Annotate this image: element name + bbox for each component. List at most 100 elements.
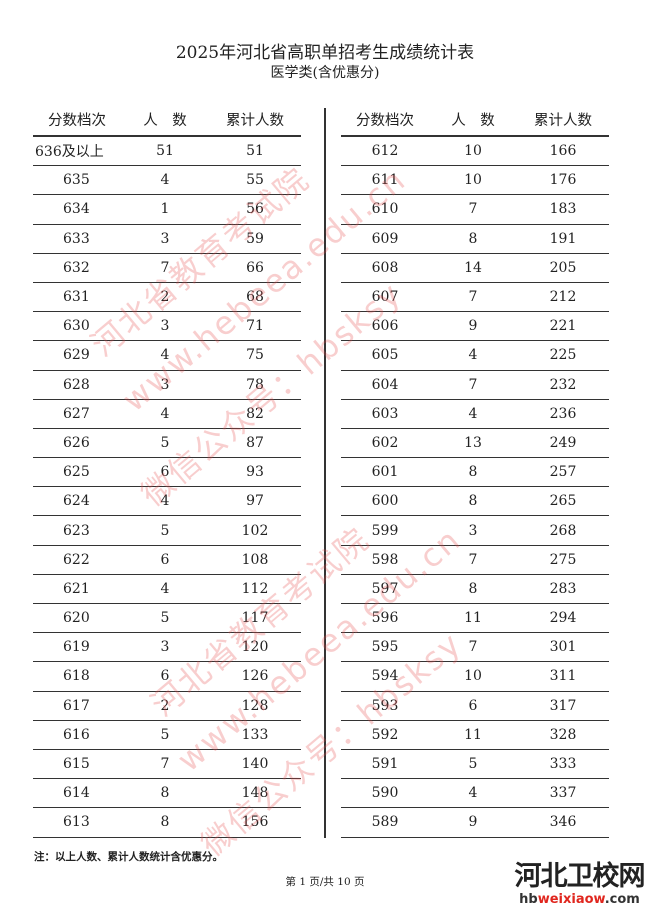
count-cell: 10 xyxy=(464,172,482,189)
count-cell: 7 xyxy=(468,376,478,393)
score-cell: 623 xyxy=(63,522,90,539)
cumulative-cell: 140 xyxy=(241,756,269,773)
count-cell: 3 xyxy=(160,318,170,335)
cumulative-cell: 205 xyxy=(549,259,577,276)
page-number: 第 1 页/共 10 页 xyxy=(285,876,365,888)
score-cell: 599 xyxy=(371,522,399,539)
cumulative-cell: 294 xyxy=(549,610,577,627)
table-header: 分数档次 人 数 累计人数 xyxy=(33,104,301,137)
table-row: 633 3 59 xyxy=(33,225,301,254)
cumulative-cell: 71 xyxy=(246,318,264,335)
count-cell: 4 xyxy=(160,347,170,364)
score-cell: 628 xyxy=(63,376,90,393)
cumulative-cell: 257 xyxy=(549,464,577,481)
score-cell: 598 xyxy=(371,551,399,568)
cumulative-cell: 232 xyxy=(549,376,577,393)
cumulative-cell: 97 xyxy=(246,493,264,510)
score-cell: 589 xyxy=(371,814,399,831)
table-row: 624 4 97 xyxy=(33,487,301,517)
score-cell: 615 xyxy=(63,756,90,773)
cumulative-cell: 265 xyxy=(549,493,577,510)
table-row: 629 4 75 xyxy=(33,341,301,371)
score-cell: 633 xyxy=(63,230,90,247)
count-cell: 9 xyxy=(468,814,478,831)
count-cell: 7 xyxy=(160,756,170,773)
cumulative-cell: 82 xyxy=(246,405,264,422)
cumulative-cell: 59 xyxy=(246,230,264,247)
table-row: 591 5 333 xyxy=(341,750,609,780)
count-cell: 7 xyxy=(160,259,170,276)
table-row: 602 13 249 xyxy=(341,429,609,459)
score-cell: 603 xyxy=(371,405,399,422)
cumulative-cell: 191 xyxy=(549,230,577,247)
count-cell: 8 xyxy=(468,464,478,481)
cumulative-cell: 56 xyxy=(246,201,264,218)
cumulative-cell: 333 xyxy=(549,756,577,773)
score-cell: 592 xyxy=(371,726,399,743)
table-row: 628 3 78 xyxy=(33,371,301,400)
count-cell: 4 xyxy=(160,405,170,422)
footnote: 注：以上人数、累计人数统计含优惠分。 xyxy=(34,851,223,863)
cumulative-cell: 126 xyxy=(241,668,269,685)
score-cell: 632 xyxy=(63,259,90,276)
count-cell: 8 xyxy=(160,814,170,831)
table-header: 分数档次 人 数 累计人数 xyxy=(341,104,609,137)
score-cell: 600 xyxy=(371,493,399,510)
score-cell: 593 xyxy=(371,697,399,714)
column-divider xyxy=(324,108,326,838)
header-score: 分数档次 xyxy=(48,113,106,129)
table-row: 596 11 294 xyxy=(341,604,609,634)
score-cell: 607 xyxy=(371,289,399,306)
count-cell: 9 xyxy=(468,318,478,335)
table-row: 619 3 120 xyxy=(33,633,301,663)
cumulative-cell: 78 xyxy=(246,376,264,393)
table-row: 614 8 148 xyxy=(33,779,301,809)
score-cell: 618 xyxy=(63,668,90,685)
table-row: 589 9 346 xyxy=(341,808,609,838)
cumulative-cell: 183 xyxy=(549,201,577,218)
table-row: 603 4 236 xyxy=(341,400,609,429)
table-row: 631 2 68 xyxy=(33,283,301,313)
cumulative-cell: 317 xyxy=(549,697,577,714)
count-cell: 8 xyxy=(468,493,478,510)
cumulative-cell: 328 xyxy=(549,726,577,743)
score-cell: 617 xyxy=(63,697,90,714)
cumulative-cell: 311 xyxy=(549,668,577,685)
count-cell: 4 xyxy=(468,405,478,422)
cumulative-cell: 93 xyxy=(246,464,264,481)
table-row: 616 5 133 xyxy=(33,721,301,750)
score-cell: 613 xyxy=(63,814,90,831)
count-cell: 2 xyxy=(160,697,170,714)
count-cell: 4 xyxy=(160,580,170,597)
count-cell: 7 xyxy=(468,639,478,656)
score-cell: 635 xyxy=(63,172,90,189)
score-cell: 614 xyxy=(63,785,90,802)
score-cell: 627 xyxy=(63,405,90,422)
count-cell: 7 xyxy=(468,289,478,306)
cumulative-cell: 75 xyxy=(246,347,264,364)
score-cell: 636及以上 xyxy=(35,144,104,161)
cumulative-cell: 66 xyxy=(246,259,264,276)
score-cell: 605 xyxy=(371,347,399,364)
count-cell: 5 xyxy=(160,434,170,451)
count-cell: 6 xyxy=(468,697,478,714)
count-cell: 6 xyxy=(160,668,170,685)
table-row: 599 3 268 xyxy=(341,516,609,546)
cumulative-cell: 108 xyxy=(241,551,269,568)
cumulative-cell: 346 xyxy=(549,814,577,831)
header-score: 分数档次 xyxy=(356,113,414,129)
count-cell: 10 xyxy=(464,143,482,160)
header-count: 人 数 xyxy=(143,113,187,129)
score-cell: 626 xyxy=(63,434,90,451)
score-cell: 608 xyxy=(371,259,399,276)
score-cell: 629 xyxy=(63,347,90,364)
score-cell: 612 xyxy=(371,143,399,160)
score-cell: 595 xyxy=(371,639,399,656)
cumulative-cell: 275 xyxy=(549,551,577,568)
score-cell: 594 xyxy=(371,668,399,685)
score-cell: 611 xyxy=(371,172,399,189)
count-cell: 6 xyxy=(160,464,170,481)
score-cell: 624 xyxy=(63,493,90,510)
count-cell: 3 xyxy=(160,376,170,393)
table-row: 608 14 205 xyxy=(341,254,609,283)
